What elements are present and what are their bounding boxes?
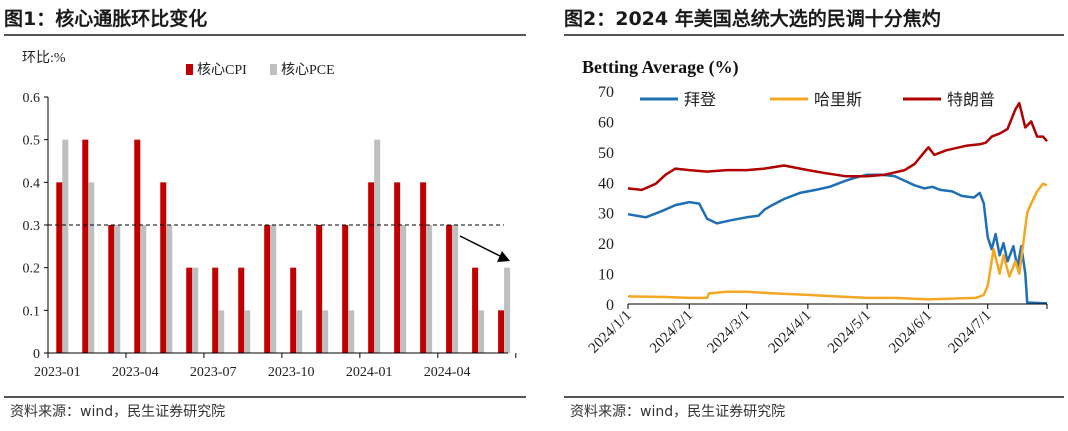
figure-1-bottom-rule xyxy=(4,396,526,398)
bar-core-pce-2023-11 xyxy=(322,310,329,353)
bar-core-pce-2023-04 xyxy=(140,225,147,353)
y-tick-label: 20 xyxy=(598,236,614,253)
bar-core-pce-2023-06 xyxy=(192,267,199,353)
figure-2-bottom-rule xyxy=(564,396,1064,398)
x-tick-label: 2024/2/1 xyxy=(647,308,696,357)
y-tick-label: 0.2 xyxy=(23,262,41,277)
legend-swatch-1 xyxy=(186,64,193,75)
figure-2-title: 图2：2024 年美国总统大选的民调十分焦灼 xyxy=(564,8,941,30)
y-tick-label: 0 xyxy=(606,297,614,314)
bar-core-pce-2024-03 xyxy=(426,225,433,353)
betting-average-line-chart: Betting Average (%) 0 10 20 30 40 50 60 70 拜登 哈里斯 特… xyxy=(582,57,1048,357)
bar-core-cpi-2023-08 xyxy=(238,267,245,353)
y-tick-label: 0.6 xyxy=(23,91,41,106)
bar-core-cpi-2023-05 xyxy=(160,182,167,353)
figure-1-title: 图1：核心通胀环比变化 xyxy=(4,8,208,30)
bar-core-pce-2023-03 xyxy=(114,225,121,353)
x-tick-label: 2024/6/1 xyxy=(886,308,935,357)
y-tick-label: 0 xyxy=(33,347,40,362)
figure-1-top-rule xyxy=(4,34,526,36)
bar-core-cpi-2024-03 xyxy=(420,182,427,353)
figure-2-panel: 图2：2024 年美国总统大选的民调十分焦灼 Betting Average (… xyxy=(560,0,1068,431)
x-tick-label: 2024/5/1 xyxy=(825,308,874,357)
bar-core-cpi-2023-03 xyxy=(108,225,115,353)
x-tick-label: 2023-04 xyxy=(112,365,159,380)
trend-arrow-head xyxy=(497,251,510,262)
legend-label-3: 特朗普 xyxy=(947,91,995,109)
y-tick-label: 40 xyxy=(598,175,614,192)
y-tick-label: 0.3 xyxy=(23,219,41,234)
x-tick-label: 2024/1/1 xyxy=(586,308,635,357)
series-line-2 xyxy=(627,182,1048,301)
bar-core-pce-2024-04 xyxy=(452,225,459,353)
bar-core-pce-2024-05 xyxy=(478,310,485,353)
x-tick-label: 2024/7/1 xyxy=(946,308,995,357)
series-line-1 xyxy=(627,173,1048,305)
x-tick-label: 2024-04 xyxy=(424,365,471,380)
bar-core-pce-2024-01 xyxy=(374,139,381,353)
bar-core-pce-2023-01 xyxy=(62,139,69,353)
figure-1-source: 资料来源：wind，民生证券研究院 xyxy=(10,404,226,420)
bar-core-cpi-2023-09 xyxy=(264,225,271,353)
bar-core-pce-2024-06 xyxy=(504,267,511,353)
y-tick-label: 0.5 xyxy=(23,134,41,149)
core-inflation-bar-chart: 环比:% 核心CPI 核心PCE 0 0.1 0.2 0.3 0.4 0.5 0.6 2023-01… xyxy=(22,50,517,380)
x-tick-label: 2023-01 xyxy=(34,365,81,380)
bar-core-cpi-2023-02 xyxy=(82,139,89,353)
x-tick-label: 2023-10 xyxy=(268,365,315,380)
y-axis-label: 环比:% xyxy=(22,50,66,66)
trend-arrow-shaft xyxy=(459,235,501,257)
y-tick-label: 0.4 xyxy=(23,176,41,191)
legend-label-2: 哈里斯 xyxy=(814,91,862,109)
bar-core-cpi-2024-04 xyxy=(446,225,453,353)
y-tick-label: 10 xyxy=(598,267,614,284)
x-tick-label: 2023-07 xyxy=(190,365,237,380)
bar-core-cpi-2023-01 xyxy=(56,182,63,353)
figure-1-panel: 图1：核心通胀环比变化 环比:% 核心CPI 核心PCE 0 0.1 0.2 0.3 0.4 0… xyxy=(0,0,530,431)
x-tick-label: 2024/3/1 xyxy=(704,308,753,357)
bar-core-cpi-2023-10 xyxy=(290,267,297,353)
bar-core-pce-2023-05 xyxy=(166,225,173,353)
bar-core-cpi-2024-01 xyxy=(368,182,375,353)
y-tick-label: 70 xyxy=(598,84,614,101)
bar-core-cpi-2024-06 xyxy=(498,310,505,353)
bar-core-pce-2023-09 xyxy=(270,225,277,353)
bar-core-cpi-2023-04 xyxy=(134,139,141,353)
y-tick-label: 50 xyxy=(598,145,614,162)
figure-2-source: 资料来源：wind，民生证券研究院 xyxy=(570,404,786,420)
figure-2-top-rule xyxy=(564,34,1064,36)
series-line-3 xyxy=(627,101,1048,192)
y-tick-label: 60 xyxy=(598,114,614,131)
bar-core-cpi-2024-02 xyxy=(394,182,401,353)
bar-core-cpi-2023-12 xyxy=(342,225,349,353)
bar-core-cpi-2023-11 xyxy=(316,225,323,353)
legend-label-2: 核心PCE xyxy=(281,62,335,78)
chart-2-title: Betting Average (%) xyxy=(582,57,739,78)
bar-core-pce-2023-10 xyxy=(296,310,303,353)
legend-label-1: 拜登 xyxy=(684,91,716,109)
bar-core-pce-2023-08 xyxy=(244,310,251,353)
bar-core-pce-2023-12 xyxy=(348,310,355,353)
bar-core-cpi-2023-07 xyxy=(212,267,219,353)
x-tick-label: 2024-01 xyxy=(346,365,393,380)
bar-core-pce-2024-02 xyxy=(400,225,407,353)
x-tick-label: 2024/4/1 xyxy=(766,308,815,357)
bar-core-cpi-2024-05 xyxy=(472,267,479,353)
legend-label-1: 核心CPI xyxy=(197,62,247,78)
y-tick-label: 30 xyxy=(598,206,614,223)
legend-swatch-2 xyxy=(270,64,277,75)
bar-core-cpi-2023-06 xyxy=(186,267,193,353)
bar-core-pce-2023-07 xyxy=(218,310,225,353)
y-tick-label: 0.1 xyxy=(23,304,41,319)
bar-core-pce-2023-02 xyxy=(88,182,95,353)
